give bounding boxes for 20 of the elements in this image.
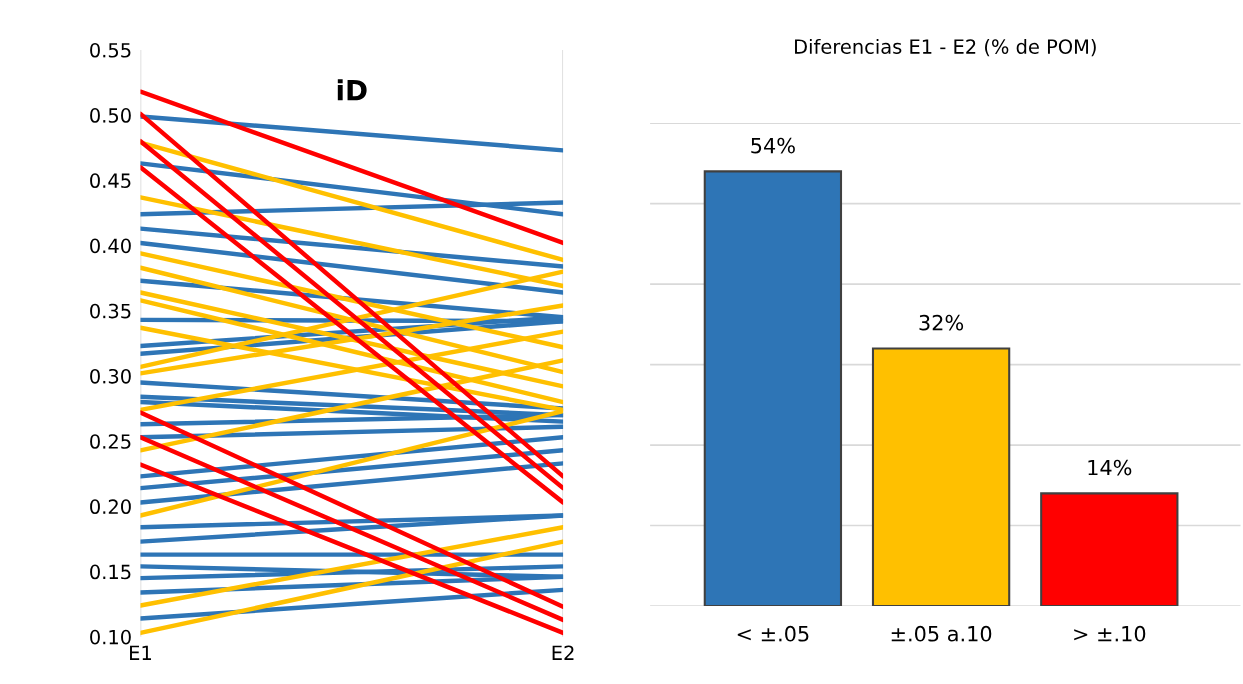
y-tick-label: 0.30	[90, 368, 131, 384]
x-tick-label: > ±.10	[1074, 625, 1146, 642]
data-label: 54%	[751, 137, 795, 154]
y-tick-label: 0.20	[90, 499, 131, 515]
x-tick-label: E2	[552, 645, 574, 660]
y-tick-label: 0.25	[90, 434, 131, 449]
x-tick-label: E1	[130, 645, 151, 660]
data-label: 14%	[1088, 459, 1132, 476]
y-tick-label: 0.35	[90, 303, 131, 319]
x-tick-label: ±.05 a.10	[891, 625, 992, 642]
text: iD	[337, 79, 367, 101]
data-label: 32%	[919, 314, 964, 331]
y-tick-label: 0.45	[90, 173, 131, 189]
y-tick-label: 0.55	[90, 42, 131, 58]
y-tick-label: 0.10	[90, 629, 131, 645]
y-tick-label: 0.50	[90, 108, 131, 123]
x-tick-label: < ±.05	[737, 625, 809, 642]
y-tick-label: 0.40	[90, 238, 131, 254]
chart-title: Diferencias E1 - E2 (% de POM)	[795, 38, 1096, 57]
y-tick-label: 0.15	[90, 564, 131, 580]
